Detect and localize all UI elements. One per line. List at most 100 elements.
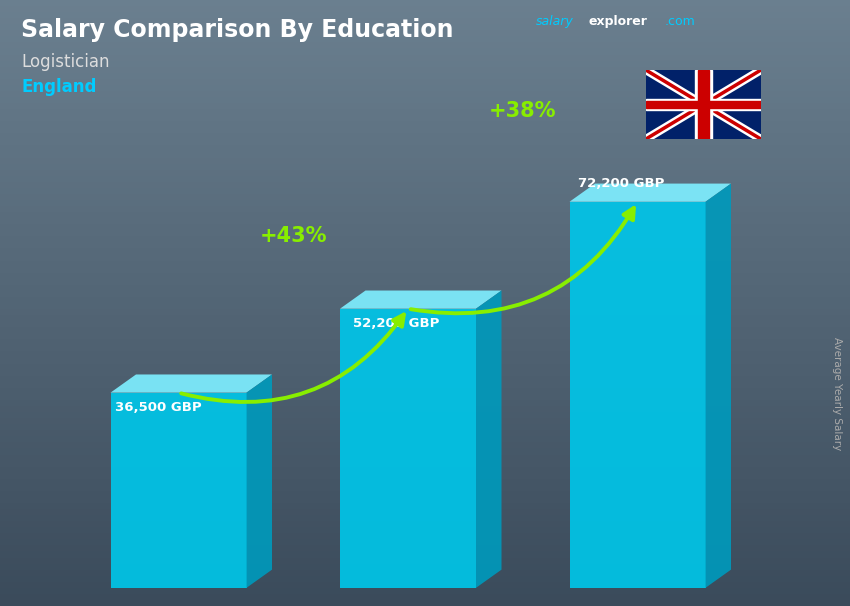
Bar xyxy=(698,70,709,139)
Bar xyxy=(0,491,850,497)
Bar xyxy=(0,218,850,224)
Bar xyxy=(0,24,850,30)
Bar xyxy=(0,267,850,273)
Bar xyxy=(0,18,850,24)
Bar xyxy=(0,127,850,133)
Bar xyxy=(0,91,850,97)
Bar xyxy=(0,182,850,188)
Bar xyxy=(646,101,761,108)
Bar xyxy=(0,454,850,461)
Bar xyxy=(0,48,850,55)
Bar xyxy=(0,67,850,73)
Bar xyxy=(0,594,850,600)
Text: 36,500 GBP: 36,500 GBP xyxy=(115,401,201,414)
Bar xyxy=(0,339,850,345)
Bar xyxy=(0,230,850,236)
Bar xyxy=(0,255,850,261)
Bar xyxy=(0,364,850,370)
Bar xyxy=(0,279,850,285)
Bar xyxy=(0,236,850,242)
Bar xyxy=(0,6,850,12)
Bar xyxy=(0,551,850,558)
Bar xyxy=(0,0,850,6)
Bar xyxy=(0,509,850,515)
Polygon shape xyxy=(570,202,706,588)
Bar xyxy=(0,424,850,430)
Bar xyxy=(0,521,850,527)
Text: 72,200 GBP: 72,200 GBP xyxy=(578,176,665,190)
Bar xyxy=(0,485,850,491)
Bar xyxy=(0,376,850,382)
Bar xyxy=(0,188,850,194)
Polygon shape xyxy=(110,393,246,588)
Bar xyxy=(0,194,850,200)
Polygon shape xyxy=(110,375,272,393)
Bar xyxy=(0,576,850,582)
Bar xyxy=(0,303,850,309)
Bar xyxy=(0,97,850,103)
Bar xyxy=(0,121,850,127)
Bar xyxy=(0,582,850,588)
Bar xyxy=(0,394,850,400)
Bar xyxy=(0,558,850,564)
Bar xyxy=(0,206,850,212)
Polygon shape xyxy=(476,290,502,588)
Bar xyxy=(0,382,850,388)
FancyArrowPatch shape xyxy=(411,208,634,313)
Bar xyxy=(0,30,850,36)
Bar xyxy=(0,345,850,351)
Bar xyxy=(0,115,850,121)
Bar xyxy=(0,242,850,248)
Bar xyxy=(0,79,850,85)
Bar xyxy=(0,418,850,424)
Bar xyxy=(0,400,850,406)
Bar xyxy=(0,461,850,467)
Bar xyxy=(694,70,712,139)
Bar xyxy=(0,36,850,42)
Polygon shape xyxy=(246,375,272,588)
Bar xyxy=(0,473,850,479)
Bar xyxy=(0,448,850,454)
Text: Logistician: Logistician xyxy=(21,53,110,72)
Bar xyxy=(0,297,850,303)
Text: explorer: explorer xyxy=(588,15,647,28)
Bar xyxy=(0,152,850,158)
FancyArrowPatch shape xyxy=(181,315,404,402)
Bar xyxy=(0,164,850,170)
Polygon shape xyxy=(706,184,731,588)
Bar xyxy=(0,564,850,570)
Bar xyxy=(0,600,850,606)
Bar xyxy=(0,430,850,436)
Bar xyxy=(0,61,850,67)
Bar xyxy=(0,55,850,61)
Bar xyxy=(0,285,850,291)
Bar xyxy=(0,327,850,333)
Bar xyxy=(0,497,850,503)
Text: +43%: +43% xyxy=(259,226,327,246)
Bar xyxy=(0,145,850,152)
Bar xyxy=(0,200,850,206)
Bar xyxy=(0,248,850,255)
Bar xyxy=(0,539,850,545)
Bar xyxy=(0,388,850,394)
Text: salary: salary xyxy=(536,15,573,28)
Bar xyxy=(0,158,850,164)
Bar xyxy=(0,176,850,182)
Bar xyxy=(0,412,850,418)
Bar xyxy=(0,321,850,327)
Bar xyxy=(0,133,850,139)
Bar xyxy=(0,467,850,473)
Bar xyxy=(0,570,850,576)
Bar xyxy=(0,370,850,376)
Bar xyxy=(0,545,850,551)
Bar xyxy=(0,479,850,485)
Bar xyxy=(646,99,761,110)
Bar xyxy=(0,358,850,364)
Bar xyxy=(0,42,850,48)
Text: England: England xyxy=(21,78,97,96)
Text: Salary Comparison By Education: Salary Comparison By Education xyxy=(21,18,454,42)
Text: .com: .com xyxy=(665,15,695,28)
Bar xyxy=(0,315,850,321)
Bar xyxy=(0,139,850,145)
Polygon shape xyxy=(570,184,731,202)
